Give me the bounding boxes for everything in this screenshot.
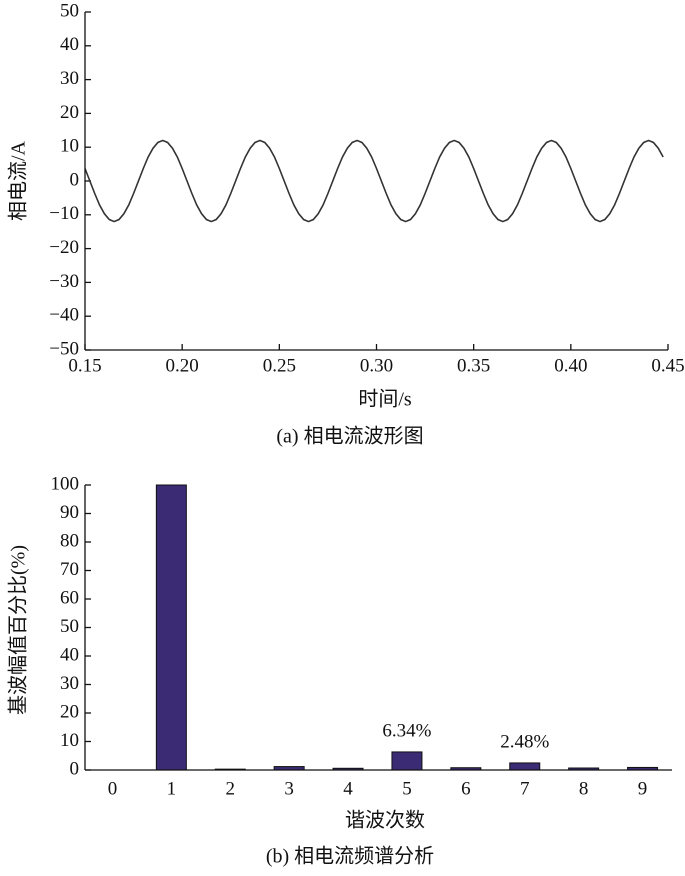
y-tick-label: 0 xyxy=(70,758,80,779)
y-tick-label: 20 xyxy=(60,701,79,722)
caption: (a) 相电流波形图 xyxy=(276,425,423,448)
y-tick-label: 10 xyxy=(60,136,79,157)
bar xyxy=(155,484,187,771)
x-axis-label: 时间/s xyxy=(358,388,412,411)
y-tick-label: 50 xyxy=(60,0,79,21)
x-tick-label: 0.35 xyxy=(457,355,490,376)
y-axis-label: 相电流/A xyxy=(7,140,30,221)
x-tick-label: 2 xyxy=(226,778,236,799)
y-tick-label: 40 xyxy=(60,644,79,665)
y-tick-label: 20 xyxy=(60,102,79,123)
value-label: 6.34% xyxy=(382,720,431,741)
y-tick-label: 100 xyxy=(51,473,80,494)
x-tick-label: 0.40 xyxy=(554,355,587,376)
x-tick-label: 0.30 xyxy=(360,355,393,376)
y-axis-label: 基波幅值百分比(%) xyxy=(7,545,30,715)
y-tick-label: 30 xyxy=(60,673,79,694)
caption: (b) 相电流频谱分析 xyxy=(266,845,434,868)
y-tick-label: −20 xyxy=(49,237,79,258)
y-tick-label: 80 xyxy=(60,530,79,551)
x-tick-label: 7 xyxy=(520,778,530,799)
y-tick-label: 50 xyxy=(60,616,79,637)
y-tick-label: −10 xyxy=(49,203,79,224)
y-tick-label: 30 xyxy=(60,68,79,89)
y-tick-label: −50 xyxy=(49,338,79,359)
x-tick-label: 0.15 xyxy=(68,355,101,376)
x-tick-label: 0 xyxy=(108,778,118,799)
bar xyxy=(509,762,541,771)
bar xyxy=(391,751,423,771)
waveform xyxy=(84,139,664,223)
x-axis-label: 谐波次数 xyxy=(345,809,425,832)
x-tick-label: 0.20 xyxy=(166,355,199,376)
x-tick-label: 6 xyxy=(461,778,471,799)
y-tick-label: 70 xyxy=(60,559,79,580)
value-label: 2.48% xyxy=(500,731,549,752)
y-tick-label: 40 xyxy=(60,34,79,55)
x-tick-label: 3 xyxy=(284,778,294,799)
x-tick-label: 4 xyxy=(343,778,353,799)
y-tick-label: 90 xyxy=(60,502,79,523)
y-tick-label: −30 xyxy=(49,271,79,292)
x-tick-label: 9 xyxy=(638,778,648,799)
x-tick-label: 0.45 xyxy=(651,355,684,376)
y-tick-label: 10 xyxy=(60,730,79,751)
y-tick-label: 0 xyxy=(70,169,80,190)
y-tick-label: −40 xyxy=(49,305,79,326)
x-tick-label: 5 xyxy=(402,778,412,799)
x-tick-label: 1 xyxy=(167,778,177,799)
x-tick-label: 0.25 xyxy=(263,355,296,376)
x-tick-label: 8 xyxy=(579,778,589,799)
y-tick-label: 60 xyxy=(60,587,79,608)
